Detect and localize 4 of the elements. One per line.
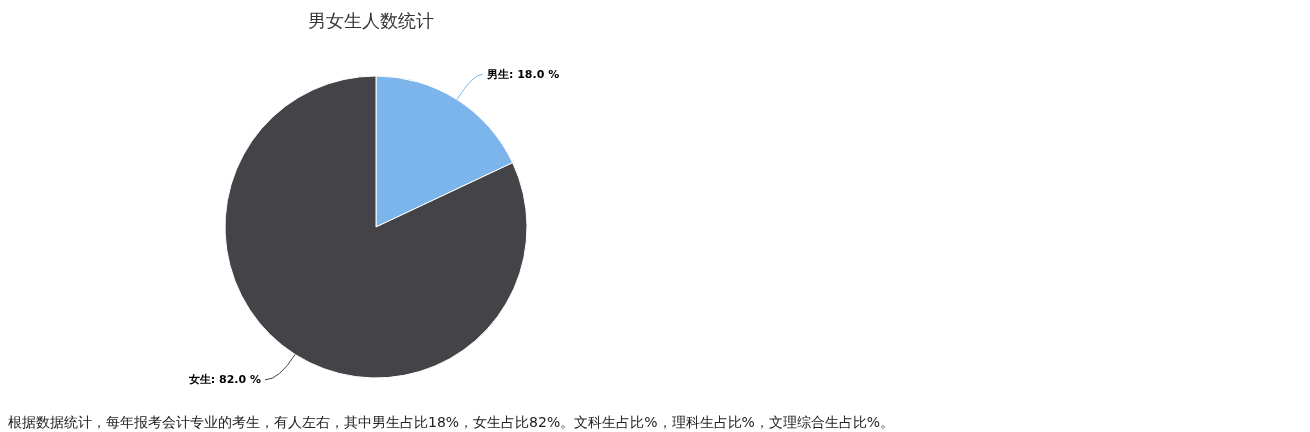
- chart-title: 男女生人数统计: [307, 10, 435, 32]
- text: 根据数据统计，每年报考会计专业的考生，有人左右，其中男生占比18%，女生占比82%。文科生占比%，理科生占比%，文理综合生占比%。: [8, 413, 896, 432]
- slice-label: 女生: 82.0 %: [187, 373, 262, 387]
- slice-label: 男生: 18.0 %: [485, 67, 560, 81]
